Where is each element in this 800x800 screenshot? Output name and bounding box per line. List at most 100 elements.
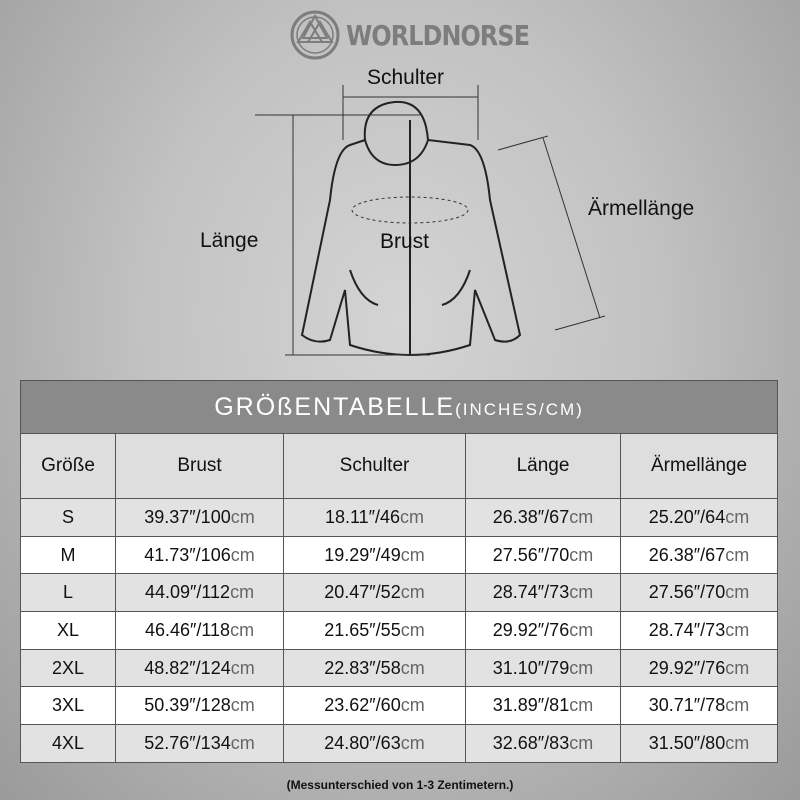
measure-cell: 28.74″/73cm: [465, 573, 621, 613]
table-row: 3XL 50.39″/128cm 23.62″/60cm 31.89″/81cm 30.…: [20, 686, 778, 726]
cell-value: 39.37″/100: [144, 506, 231, 527]
unit-label: cm: [400, 657, 425, 678]
cell-value: S: [61, 506, 74, 527]
header-chest: Brust: [115, 433, 284, 499]
cell-value: M: [60, 544, 76, 565]
measure-cell: 29.92″/76cm: [465, 611, 621, 650]
unit-label: cm: [725, 582, 750, 603]
cell-value: 24.80″/63: [324, 732, 401, 753]
unit-label: cm: [230, 732, 255, 753]
measure-cell: 23.62″/60cm: [283, 686, 466, 726]
cell-value: 20.47″/52: [324, 582, 401, 603]
brand-name: WORLDNORSE: [346, 18, 530, 52]
cell-value: 29.92″/76: [648, 657, 726, 678]
unit-label: cm: [230, 695, 255, 716]
table-row: S 39.37″/100cm 18.11″/46cm 26.38″/67cm 25.20…: [20, 498, 778, 537]
unit-label: cm: [569, 619, 594, 640]
title-text: GRÖßENTABELLE: [214, 392, 456, 421]
header-size: Größe: [20, 433, 116, 499]
size-table: GRÖßENTABELLE(INCHES/CM) Größe Brust Sch…: [20, 380, 778, 763]
unit-label: cm: [230, 619, 255, 640]
cell-value: 4XL: [51, 732, 85, 753]
unit-label: cm: [400, 619, 425, 640]
unit-label: cm: [725, 695, 750, 716]
sleeve-label: Ärmellänge: [588, 197, 695, 220]
unit-label: cm: [230, 544, 255, 565]
measure-cell: 24.80″/63cm: [283, 724, 466, 763]
unit-label: cm: [400, 582, 425, 603]
cell-value: 26.38″/67: [648, 544, 726, 565]
measure-cell: 31.89″/81cm: [465, 686, 621, 726]
unit-label: cm: [725, 619, 750, 640]
measure-cell: 26.38″/67cm: [465, 498, 621, 537]
cell-value: 52.76″/134: [144, 732, 231, 753]
measure-cell: 29.92″/76cm: [620, 648, 778, 688]
cell-value: 18.11″/46: [324, 506, 401, 527]
measure-cell: 26.38″/67cm: [620, 535, 778, 575]
size-cell: M: [20, 535, 116, 575]
measure-cell: 41.73″/106cm: [115, 535, 284, 575]
cell-value: XL: [56, 619, 80, 640]
length-label: Länge: [200, 229, 259, 252]
unit-label: cm: [725, 732, 750, 753]
unit-label: cm: [725, 657, 750, 678]
unit-label: cm: [230, 657, 255, 678]
size-cell: S: [20, 498, 116, 537]
cell-value: 27.56″/70: [492, 544, 570, 565]
measure-cell: 46.46″/118cm: [115, 611, 284, 650]
header-sleeve: Ärmellänge: [620, 433, 778, 499]
chest-label: Brust: [380, 230, 430, 253]
cell-value: 28.74″/73: [648, 619, 726, 640]
cell-value: 32.68″/83: [492, 732, 570, 753]
table-row: XL 46.46″/118cm 21.65″/55cm 29.92″/76cm 28.7…: [20, 611, 778, 650]
measure-cell: 52.76″/134cm: [115, 724, 284, 763]
unit-label: cm: [569, 544, 594, 565]
valknut-icon: [290, 10, 340, 60]
measure-cell: 30.71″/78cm: [620, 686, 778, 726]
size-cell: 3XL: [20, 686, 116, 726]
cell-value: L: [62, 582, 73, 603]
measure-cell: 19.29″/49cm: [283, 535, 466, 575]
measure-cell: 48.82″/124cm: [115, 648, 284, 688]
size-cell: L: [20, 573, 116, 613]
measure-cell: 21.65″/55cm: [283, 611, 466, 650]
measure-cell: 20.47″/52cm: [283, 573, 466, 613]
cell-value: 44.09″/112: [144, 582, 231, 603]
unit-label: cm: [569, 582, 594, 603]
cell-value: 19.29″/49: [324, 544, 401, 565]
measure-cell: 32.68″/83cm: [465, 724, 621, 763]
cell-value: 48.82″/124: [144, 657, 231, 678]
measure-cell: 44.09″/112cm: [115, 573, 284, 613]
unit-label: cm: [725, 544, 750, 565]
measure-cell: 31.10″/79cm: [465, 648, 621, 688]
measure-cell: 27.56″/70cm: [465, 535, 621, 575]
footnote: (Messunterschied von 1-3 Zentimetern.): [286, 778, 514, 792]
cell-value: 30.71″/78: [648, 695, 726, 716]
measure-cell: 22.83″/58cm: [283, 648, 466, 688]
cell-value: 28.74″/73: [492, 582, 570, 603]
cell-value: 22.83″/58: [324, 657, 401, 678]
unit-label: cm: [400, 732, 425, 753]
cell-value: 46.46″/118: [144, 619, 231, 640]
table-row: L 44.09″/112cm 20.47″/52cm 28.74″/73cm 27.56…: [20, 573, 778, 613]
header-length: Länge: [465, 433, 621, 499]
cell-value: 41.73″/106: [144, 544, 231, 565]
unit-label: cm: [569, 695, 594, 716]
table-row: M 41.73″/106cm 19.29″/49cm 27.56″/70cm 26.38…: [20, 535, 778, 575]
cell-value: 31.89″/81: [492, 695, 570, 716]
cell-value: 27.56″/70: [648, 582, 726, 603]
cell-value: 31.50″/80: [648, 732, 726, 753]
measure-cell: 25.20″/64cm: [620, 498, 778, 537]
unit-label: cm: [230, 506, 255, 527]
measure-cell: 31.50″/80cm: [620, 724, 778, 763]
title-unit: (INCHES/CM): [455, 399, 584, 419]
cell-value: 23.62″/60: [324, 695, 401, 716]
header-row: Größe Brust Schulter Länge Ärmellänge: [20, 433, 778, 499]
table-title: GRÖßENTABELLE(INCHES/CM): [20, 380, 778, 434]
unit-label: cm: [230, 582, 255, 603]
cell-value: 2XL: [51, 657, 85, 678]
unit-label: cm: [400, 695, 425, 716]
size-cell: 2XL: [20, 648, 116, 688]
size-cell: 4XL: [20, 724, 116, 763]
measure-cell: 27.56″/70cm: [620, 573, 778, 613]
